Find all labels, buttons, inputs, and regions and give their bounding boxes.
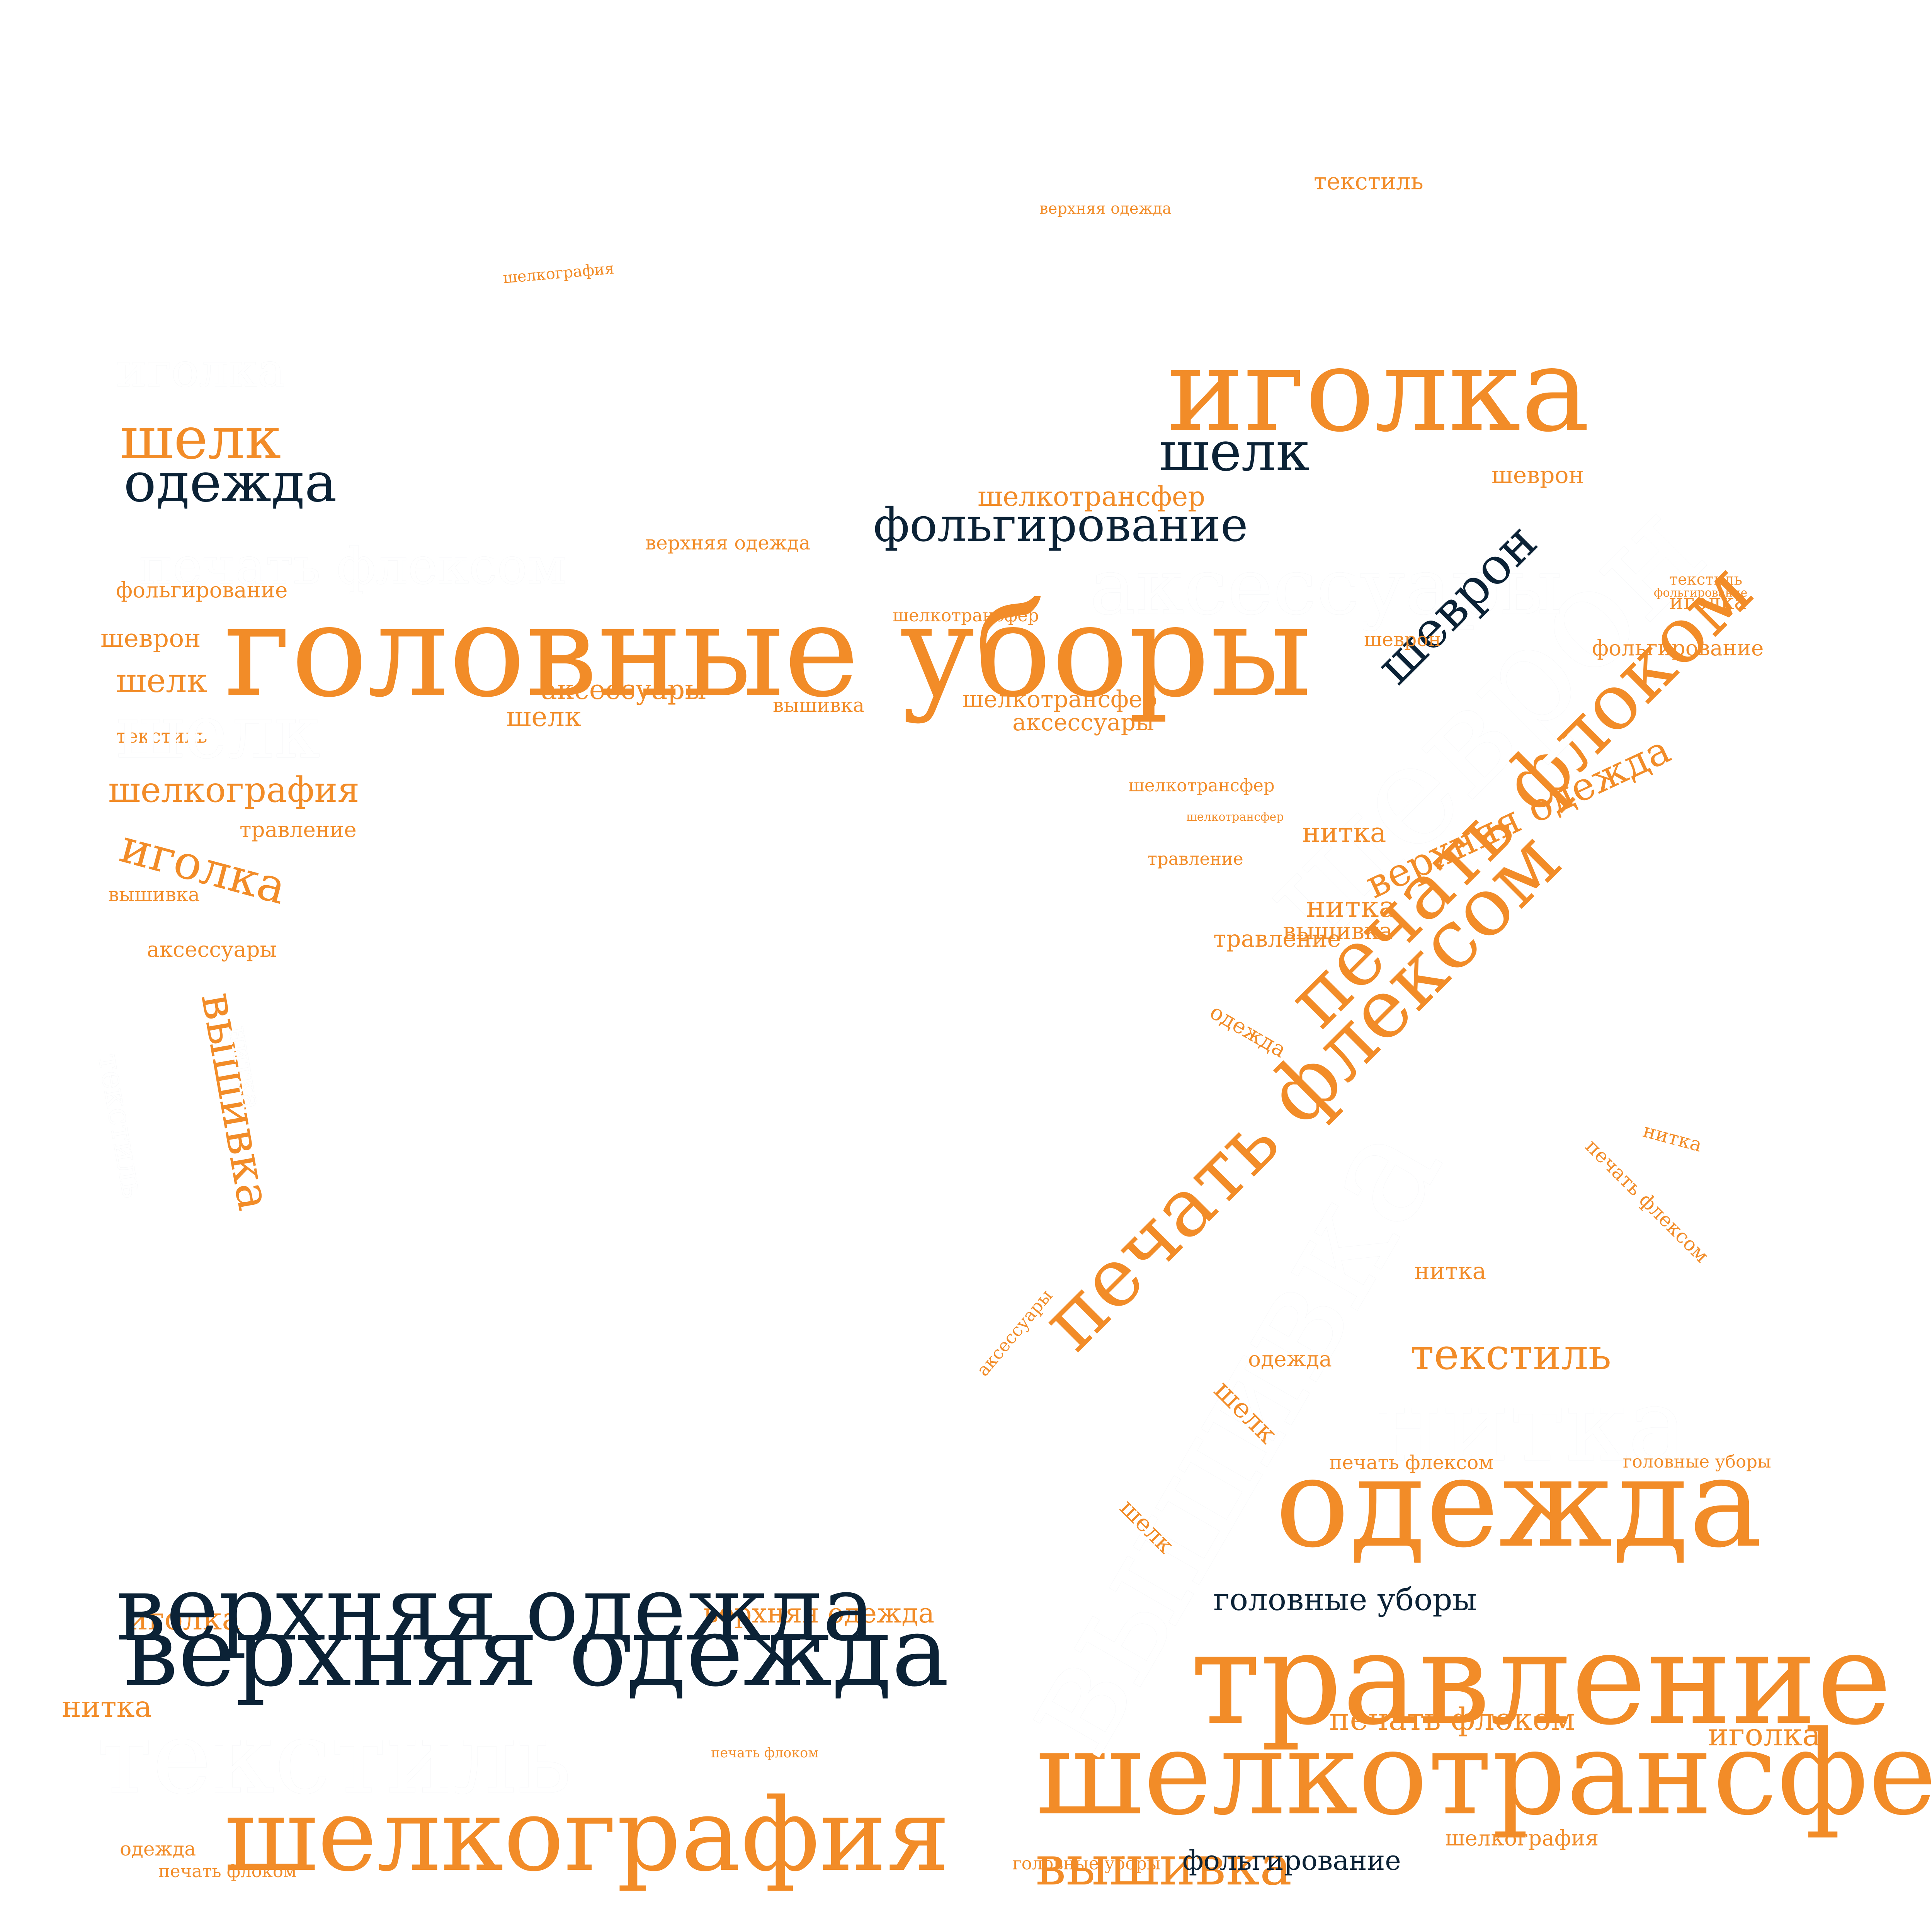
cloud-word: верхняя одежда: [1039, 200, 1172, 218]
cloud-word: шеврон: [1492, 462, 1584, 489]
cloud-word: шелк: [116, 662, 207, 700]
cloud-word: вышивка: [1036, 1835, 1292, 1898]
cloud-word: шеврон: [1364, 628, 1441, 651]
cloud-word: текстиль: [97, 1700, 572, 1816]
cloud-word: вышивка: [108, 883, 200, 906]
cloud-word: печать флоком: [158, 1861, 297, 1881]
cloud-word: шелкотрансфер: [1186, 810, 1284, 824]
cloud-word: одежда: [1248, 1347, 1332, 1371]
cloud-word: печать флоком: [1329, 1701, 1575, 1737]
cloud-word: нитка: [1414, 1258, 1486, 1285]
cloud-word: нитка: [1641, 1119, 1705, 1156]
cloud-word: одежда: [1206, 999, 1291, 1063]
cloud-word: текстиль: [116, 725, 207, 747]
cloud-word: шелкография: [1445, 1826, 1599, 1850]
cloud-word: фольгирование: [1592, 636, 1764, 660]
cloud-word: фольгирование: [873, 498, 1248, 552]
cloud-word: шелкография: [224, 1777, 950, 1894]
cloud-word: иголка: [128, 1601, 240, 1637]
cloud-word: печать флексом: [1329, 1451, 1494, 1474]
cloud-word: нитка: [1376, 1367, 1688, 1484]
cloud-word: фольгирование: [116, 578, 288, 602]
cloud-word: верхняя одежда: [124, 1595, 949, 1708]
cloud-word: печать флексом: [1581, 1135, 1713, 1267]
cloud-word: одежда: [120, 1838, 196, 1860]
cloud-word: шелкотрансфер: [978, 481, 1206, 512]
cloud-word: шелкотрансфер: [1036, 1706, 1932, 1841]
cloud-word: иголка: [1669, 589, 1747, 614]
cloud-word: текстиль: [1410, 1330, 1612, 1379]
cloud-word: иголка: [116, 344, 285, 398]
cloud-word: шелк: [116, 689, 320, 775]
cloud-word: нитка: [1306, 890, 1396, 924]
cloud-word: одежда: [124, 451, 337, 514]
cloud-word: иголка: [1708, 1717, 1821, 1753]
cloud-word: аксессуары: [541, 674, 706, 706]
cloud-word: травление: [240, 817, 357, 842]
cloud-word: травление: [1213, 925, 1341, 952]
cloud-word: печать флоком: [711, 1745, 819, 1761]
cloud-word: шелкотрансфер: [893, 605, 1039, 626]
cloud-word: иголка: [1167, 323, 1590, 457]
cloud-word: нитка: [62, 1690, 152, 1724]
cloud-word: головные уборы: [1213, 1582, 1477, 1617]
cloud-word: головные уборы: [1623, 1451, 1771, 1472]
cloud-word: нитка: [1302, 817, 1386, 849]
cloud-word: аксессуары: [147, 937, 277, 962]
cloud-word: вышивка: [773, 694, 864, 716]
cloud-word: текстиль: [91, 1050, 152, 1201]
cloud-word: шелкотрансфер: [1128, 775, 1275, 796]
cloud-word: аксессуары: [1090, 542, 1562, 632]
cloud-word: шелкотрансфер: [962, 686, 1157, 713]
cloud-word: одежда: [1275, 1431, 1763, 1575]
cloud-word: шелкография: [502, 259, 615, 287]
cloud-word: шелк: [506, 701, 582, 733]
cloud-word: шелкография: [108, 770, 360, 810]
cloud-word: шелк: [1159, 420, 1310, 483]
cloud-word: травление: [1190, 1605, 1892, 1753]
cloud-word: верхняя одежда: [703, 1597, 935, 1629]
cloud-word: аксессуары: [972, 1285, 1057, 1380]
cloud-word: головные уборы: [224, 577, 1311, 725]
cloud-word: фольгирование: [1182, 1845, 1401, 1876]
cloud-word: вышивка: [1283, 918, 1393, 945]
cloud-word: верхняя одежда: [645, 532, 811, 554]
cloud-word: шелк: [120, 405, 281, 472]
cloud-word: шеврон: [100, 624, 201, 653]
cloud-word: текстиль: [1669, 571, 1743, 588]
cloud-word: фольгирование: [1654, 586, 1748, 600]
cloud-word: аксессуары: [1012, 709, 1154, 736]
cloud-word: текстиль: [1314, 168, 1423, 195]
cloud-word: печать флексом: [139, 537, 566, 595]
cloud-word: головные уборы: [1012, 1853, 1161, 1874]
cloud-word: верхняя одежда: [116, 1558, 876, 1661]
cloud-word: травление: [1148, 849, 1243, 869]
